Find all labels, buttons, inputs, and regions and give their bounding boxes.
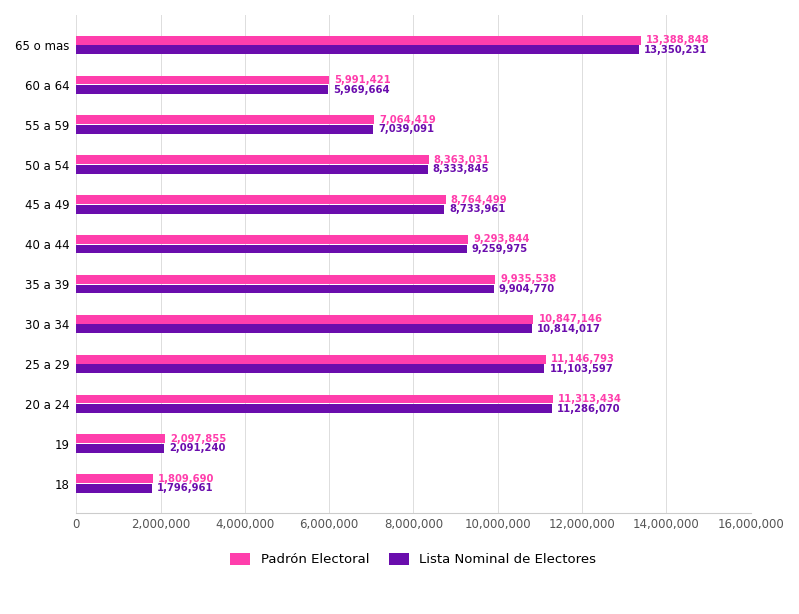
Text: 11,103,597: 11,103,597 [550,363,613,374]
Text: 7,039,091: 7,039,091 [378,125,434,134]
Text: 2,097,855: 2,097,855 [170,434,226,444]
Text: 11,313,434: 11,313,434 [559,394,622,404]
Text: 13,350,231: 13,350,231 [644,45,707,55]
Bar [77,115,374,124]
Bar [77,284,494,293]
Bar [77,85,328,94]
Bar [77,76,329,84]
Text: 11,146,793: 11,146,793 [551,354,615,364]
Bar [77,235,468,244]
Bar [77,155,429,164]
Bar [77,275,495,284]
Bar [77,36,641,44]
Bar [77,395,553,403]
Text: 10,814,017: 10,814,017 [537,324,601,334]
Text: 9,259,975: 9,259,975 [471,244,528,254]
Text: 8,764,499: 8,764,499 [451,195,507,204]
Bar [77,195,446,204]
Legend: Padrón Electoral, Lista Nominal de Electores: Padrón Electoral, Lista Nominal de Elect… [225,548,602,572]
Text: 1,796,961: 1,796,961 [157,483,214,493]
Bar [77,205,444,214]
Text: 8,733,961: 8,733,961 [450,204,506,214]
Bar [77,444,165,453]
Text: 9,935,538: 9,935,538 [500,274,556,284]
Bar [77,165,427,174]
Text: 11,286,070: 11,286,070 [557,403,621,414]
Text: 5,991,421: 5,991,421 [334,75,391,85]
Bar [77,404,552,413]
Bar [77,45,639,54]
Bar [77,435,165,443]
Bar [77,324,532,333]
Text: 10,847,146: 10,847,146 [539,314,602,324]
Text: 7,064,419: 7,064,419 [379,115,435,125]
Bar [77,245,467,254]
Text: 9,293,844: 9,293,844 [473,235,530,244]
Text: 1,809,690: 1,809,690 [157,474,214,484]
Text: 2,091,240: 2,091,240 [169,443,226,454]
Text: 8,333,845: 8,333,845 [432,165,489,174]
Text: 9,904,770: 9,904,770 [499,284,555,294]
Text: 8,363,031: 8,363,031 [434,155,491,165]
Bar [77,355,546,363]
Bar [77,364,544,373]
Bar [77,475,153,483]
Text: 13,388,848: 13,388,848 [646,35,710,45]
Bar [77,484,152,492]
Text: 5,969,664: 5,969,664 [333,85,390,95]
Bar [77,315,534,324]
Bar [77,125,373,134]
